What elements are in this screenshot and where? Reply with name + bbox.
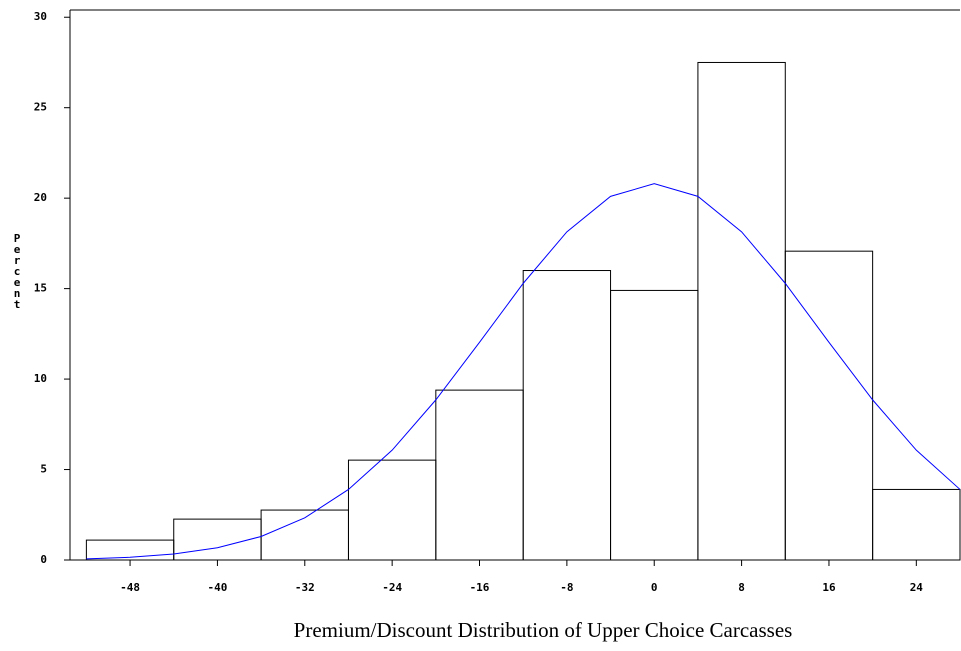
- bar: [784, 250, 874, 561]
- x-tick-label: -24: [382, 581, 402, 594]
- y-tick-label: 0: [40, 553, 47, 566]
- x-tick-label: 8: [738, 581, 745, 594]
- normal-curve: [86, 183, 961, 560]
- y-axis-label: Percent: [11, 232, 24, 309]
- y-tick-label: 30: [34, 10, 47, 23]
- y-tick-label: 20: [34, 191, 47, 204]
- bar: [697, 61, 786, 561]
- x-tick-label: -16: [470, 581, 490, 594]
- y-tick-label: 15: [34, 282, 47, 295]
- x-tick-label: -48: [120, 581, 140, 594]
- x-tick-label: -32: [295, 581, 315, 594]
- y-tick-label: 25: [34, 101, 47, 114]
- x-tick-label: 16: [822, 581, 836, 594]
- x-tick-label: 24: [910, 581, 924, 594]
- bar: [435, 389, 524, 561]
- chart-title: Premium/Discount Distribution of Upper C…: [294, 618, 793, 642]
- x-tick-label: -8: [560, 581, 573, 594]
- x-tick-label: -40: [207, 581, 227, 594]
- y-tick-label: 5: [40, 463, 47, 476]
- bar: [872, 488, 961, 561]
- bar: [522, 270, 612, 561]
- bar: [610, 289, 699, 561]
- bar: [347, 459, 437, 561]
- x-tick-label: 0: [651, 581, 658, 594]
- y-tick-label: 10: [34, 372, 47, 385]
